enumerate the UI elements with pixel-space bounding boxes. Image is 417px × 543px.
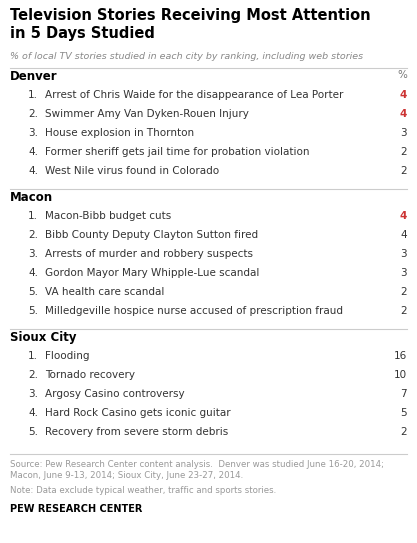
Text: Denver: Denver [10, 70, 58, 83]
Text: Flooding: Flooding [45, 351, 90, 361]
Text: 2: 2 [400, 166, 407, 176]
Text: 3.: 3. [28, 128, 38, 138]
Text: 1.: 1. [28, 351, 38, 361]
Text: West Nile virus found in Colorado: West Nile virus found in Colorado [45, 166, 219, 176]
Text: PEW RESEARCH CENTER: PEW RESEARCH CENTER [10, 504, 142, 514]
Text: % of local TV stories studied in each city by ranking, including web stories: % of local TV stories studied in each ci… [10, 52, 363, 61]
Text: 2: 2 [400, 287, 407, 297]
Text: Arrests of murder and robbery suspects: Arrests of murder and robbery suspects [45, 249, 253, 259]
Text: 4.: 4. [28, 147, 38, 157]
Text: 2.: 2. [28, 370, 38, 380]
Text: 1.: 1. [28, 90, 38, 100]
Text: Macon-Bibb budget cuts: Macon-Bibb budget cuts [45, 211, 171, 221]
Text: %: % [397, 70, 407, 80]
Text: Arrest of Chris Waide for the disappearance of Lea Porter: Arrest of Chris Waide for the disappeara… [45, 90, 343, 100]
Text: 4: 4 [399, 90, 407, 100]
Text: Argosy Casino controversy: Argosy Casino controversy [45, 389, 185, 399]
Text: Note: Data exclude typical weather, traffic and sports stories.: Note: Data exclude typical weather, traf… [10, 486, 276, 495]
Text: Hard Rock Casino gets iconic guitar: Hard Rock Casino gets iconic guitar [45, 408, 231, 418]
Text: 4.: 4. [28, 268, 38, 278]
Text: Macon: Macon [10, 191, 53, 204]
Text: 4.: 4. [28, 408, 38, 418]
Text: Tornado recovery: Tornado recovery [45, 370, 135, 380]
Text: 4: 4 [400, 230, 407, 240]
Text: 16: 16 [394, 351, 407, 361]
Text: 3: 3 [400, 268, 407, 278]
Text: House explosion in Thornton: House explosion in Thornton [45, 128, 194, 138]
Text: Recovery from severe storm debris: Recovery from severe storm debris [45, 427, 228, 437]
Text: Gordon Mayor Mary Whipple-Lue scandal: Gordon Mayor Mary Whipple-Lue scandal [45, 268, 259, 278]
Text: Sioux City: Sioux City [10, 331, 76, 344]
Text: Former sheriff gets jail time for probation violation: Former sheriff gets jail time for probat… [45, 147, 309, 157]
Text: Swimmer Amy Van Dyken-Rouen Injury: Swimmer Amy Van Dyken-Rouen Injury [45, 109, 249, 119]
Text: 5.: 5. [28, 306, 38, 316]
Text: Bibb County Deputy Clayton Sutton fired: Bibb County Deputy Clayton Sutton fired [45, 230, 258, 240]
Text: 4: 4 [399, 109, 407, 119]
Text: 10: 10 [394, 370, 407, 380]
Text: VA health care scandal: VA health care scandal [45, 287, 164, 297]
Text: 3: 3 [400, 128, 407, 138]
Text: 3: 3 [400, 249, 407, 259]
Text: 2.: 2. [28, 230, 38, 240]
Text: Television Stories Receiving Most Attention
in 5 Days Studied: Television Stories Receiving Most Attent… [10, 8, 371, 41]
Text: 3.: 3. [28, 249, 38, 259]
Text: 5: 5 [400, 408, 407, 418]
Text: Milledgeville hospice nurse accused of prescription fraud: Milledgeville hospice nurse accused of p… [45, 306, 343, 316]
Text: Source: Pew Research Center content analysis.  Denver was studied June 16-20, 20: Source: Pew Research Center content anal… [10, 460, 384, 481]
Text: 4: 4 [399, 211, 407, 221]
Text: 2: 2 [400, 147, 407, 157]
Text: 3.: 3. [28, 389, 38, 399]
Text: 2: 2 [400, 306, 407, 316]
Text: 2: 2 [400, 427, 407, 437]
Text: 5.: 5. [28, 427, 38, 437]
Text: 7: 7 [400, 389, 407, 399]
Text: 4.: 4. [28, 166, 38, 176]
Text: 5.: 5. [28, 287, 38, 297]
Text: 1.: 1. [28, 211, 38, 221]
Text: 2.: 2. [28, 109, 38, 119]
